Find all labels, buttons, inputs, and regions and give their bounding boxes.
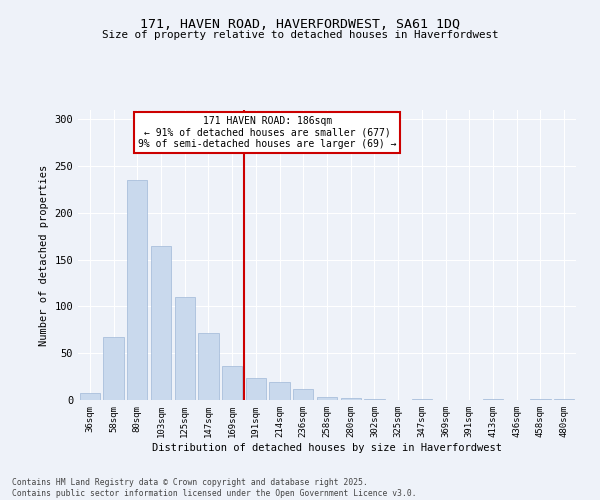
- Text: Contains HM Land Registry data © Crown copyright and database right 2025.
Contai: Contains HM Land Registry data © Crown c…: [12, 478, 416, 498]
- Text: 171, HAVEN ROAD, HAVERFORDWEST, SA61 1DQ: 171, HAVEN ROAD, HAVERFORDWEST, SA61 1DQ: [140, 18, 460, 30]
- X-axis label: Distribution of detached houses by size in Haverfordwest: Distribution of detached houses by size …: [152, 442, 502, 452]
- Y-axis label: Number of detached properties: Number of detached properties: [39, 164, 49, 346]
- Bar: [483, 399, 503, 400]
- Bar: [412, 399, 432, 400]
- Bar: [151, 246, 171, 400]
- Bar: [127, 180, 148, 400]
- Bar: [80, 392, 100, 400]
- Bar: [530, 399, 551, 400]
- Bar: [103, 338, 124, 400]
- Bar: [246, 378, 266, 400]
- Bar: [269, 382, 290, 400]
- Bar: [317, 397, 337, 400]
- Bar: [364, 399, 385, 400]
- Bar: [175, 297, 195, 400]
- Text: Size of property relative to detached houses in Haverfordwest: Size of property relative to detached ho…: [102, 30, 498, 40]
- Bar: [341, 398, 361, 400]
- Bar: [554, 399, 574, 400]
- Bar: [199, 332, 218, 400]
- Bar: [293, 389, 313, 400]
- Bar: [222, 366, 242, 400]
- Text: 171 HAVEN ROAD: 186sqm
← 91% of detached houses are smaller (677)
9% of semi-det: 171 HAVEN ROAD: 186sqm ← 91% of detached…: [138, 116, 397, 149]
